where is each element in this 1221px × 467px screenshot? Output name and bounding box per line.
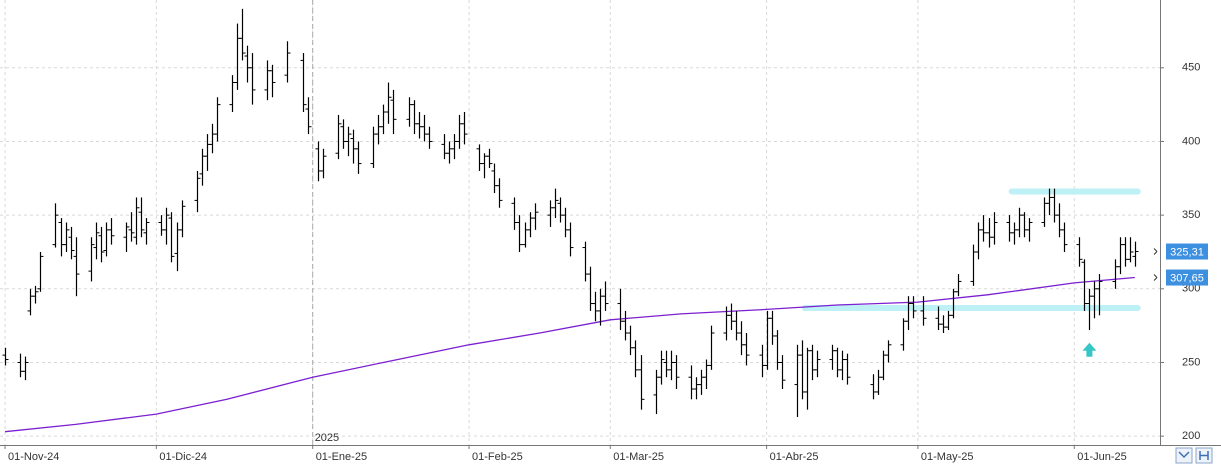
x-tick-label: 01-Jun-25 — [1077, 451, 1127, 463]
toolbar — [1175, 447, 1213, 464]
price-pointer — [1153, 248, 1158, 255]
y-tick-label: 400 — [1182, 135, 1200, 147]
x-tick-label: 01-Mar-25 — [613, 451, 664, 463]
y-tick-label: 350 — [1182, 209, 1200, 221]
toolbar-icon — [1178, 451, 1190, 459]
x-tick-label: 01-Ene-25 — [316, 451, 367, 463]
y-tick-label: 200 — [1182, 430, 1200, 442]
x-tick-label: 01-Nov-24 — [8, 451, 59, 463]
year-label: 2025 — [315, 432, 339, 444]
data-layer — [2, 8, 1141, 433]
toolbar-icon — [1199, 451, 1209, 460]
price-label-box — [1166, 269, 1208, 286]
signal-arrow — [1082, 342, 1097, 357]
level-band — [1008, 188, 1141, 195]
x-tick-label: 01-Feb-25 — [472, 451, 523, 463]
x-tick-label: 01-May-25 — [921, 451, 974, 463]
price-pointer — [1153, 274, 1158, 281]
price-label-box — [1166, 243, 1208, 260]
y-tick-label: 300 — [1182, 283, 1200, 295]
x-tick-label: 01-Dic-24 — [159, 451, 207, 463]
level-band — [801, 304, 1141, 311]
x-tick-label: 01-Abr-25 — [770, 451, 819, 463]
grid-layer — [0, 0, 1160, 445]
price-label: 325,31 — [1170, 246, 1204, 258]
y-tick-label: 250 — [1182, 356, 1200, 368]
y-tick-label: 450 — [1182, 62, 1200, 74]
price-label: 307,65 — [1170, 272, 1204, 284]
toolbar-button[interactable] — [1175, 447, 1193, 464]
